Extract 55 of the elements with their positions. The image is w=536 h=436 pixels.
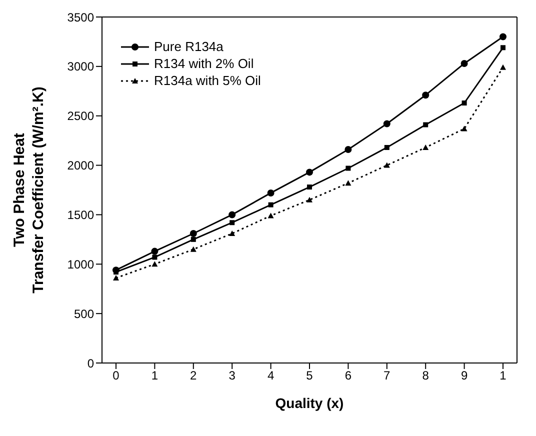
point	[229, 230, 236, 236]
point	[500, 64, 506, 70]
point	[152, 261, 158, 267]
legend-label: R134 with 2% Oil	[154, 55, 254, 72]
x-tick-label: 3	[228, 368, 236, 383]
point	[461, 126, 468, 132]
x-tick-label: 9	[460, 368, 468, 383]
point	[230, 220, 235, 226]
point	[151, 248, 158, 255]
legend-label: Pure R134a	[154, 38, 224, 55]
x-tick-label: 6	[344, 368, 352, 383]
point	[190, 246, 196, 252]
y-tick-label: 1000	[67, 257, 94, 272]
y-tick-label: 2500	[67, 109, 94, 124]
x-tick-label: 8	[422, 368, 430, 383]
point	[267, 189, 274, 196]
y-tick-label: 500	[74, 306, 94, 321]
y-tick-label: 3500	[67, 10, 94, 24]
point	[460, 60, 468, 67]
point	[268, 202, 274, 208]
y-tick-label: 2000	[67, 158, 94, 173]
point	[307, 184, 312, 190]
x-tick-label: 1	[500, 368, 507, 383]
x-axis-title: Quality (x)	[275, 395, 344, 411]
point	[346, 166, 351, 171]
x-tick-label: 5	[306, 368, 314, 383]
x-tick-label: 0	[112, 368, 120, 383]
y-tick-label: 0	[87, 356, 94, 370]
point	[422, 144, 429, 150]
point	[345, 180, 352, 186]
point	[228, 211, 236, 218]
point	[500, 45, 506, 50]
point	[462, 100, 467, 106]
x-tick-label: 1	[151, 368, 158, 383]
point	[384, 162, 390, 168]
point	[500, 33, 506, 40]
y-axis-title: Two Phase Heat Transfer Coefficient (W/m².K)	[11, 86, 47, 294]
point	[268, 212, 274, 218]
point	[383, 120, 390, 128]
x-tick-label: 4	[267, 368, 274, 383]
point	[190, 236, 196, 242]
point	[422, 92, 430, 99]
point	[423, 122, 428, 128]
point	[306, 196, 312, 202]
point	[384, 144, 390, 150]
point	[306, 168, 313, 176]
point	[190, 230, 197, 237]
point	[152, 254, 158, 260]
y-tick-label: 1500	[67, 208, 94, 222]
point	[344, 146, 352, 153]
point	[113, 274, 119, 280]
y-tick-label: 3000	[67, 60, 94, 74]
x-tick-label: 2	[190, 368, 198, 383]
legend-label: R134a with 5% Oil	[154, 72, 261, 89]
x-tick-label: 7	[384, 368, 391, 383]
